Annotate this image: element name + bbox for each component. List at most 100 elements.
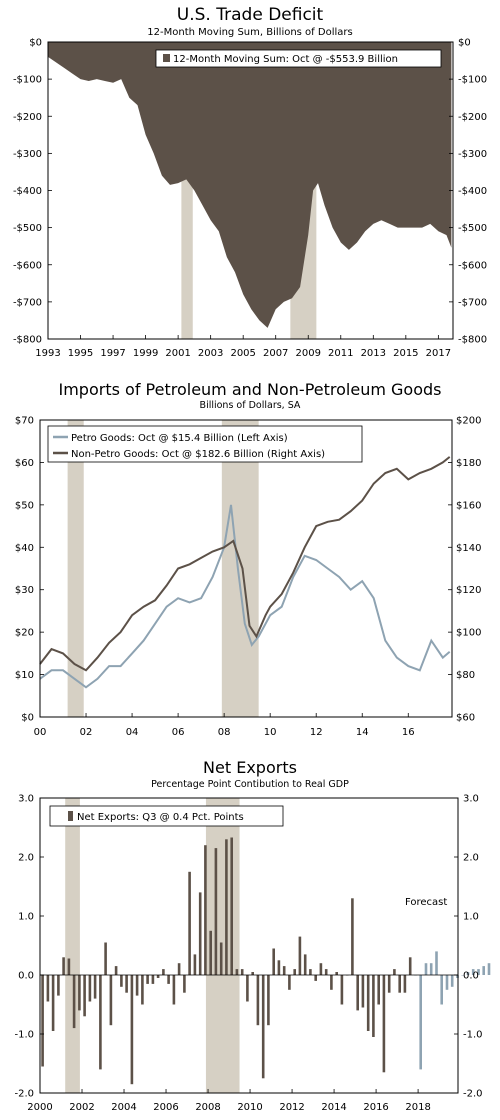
chart3-left-tick-label: 0.0 xyxy=(18,971,34,982)
chart3-right-tick-label: -1.0 xyxy=(463,1030,483,1041)
chart3-bar xyxy=(146,975,149,984)
chart3-bar xyxy=(193,954,197,975)
chart1-left-tick-label: -$400 xyxy=(13,186,42,197)
chart3-right-tick-label: 2.0 xyxy=(463,853,479,864)
chart3-plot-frame xyxy=(39,797,459,1094)
chart3-bar xyxy=(177,963,181,975)
chart3-left-tick-label: -1.0 xyxy=(14,1030,34,1041)
chart3-bar xyxy=(225,839,228,975)
chart3-bar xyxy=(83,975,86,1017)
chart3-bar xyxy=(340,975,344,1005)
chart1-title: U.S. Trade Deficit xyxy=(177,5,324,25)
chart1-right-tick-label: -$700 xyxy=(458,297,487,308)
chart1-x-tick-label: 2011 xyxy=(328,348,353,359)
chart3-bar xyxy=(366,975,370,1031)
chart3-bar xyxy=(67,958,71,975)
chart3-right-tick-label: 3.0 xyxy=(463,794,479,805)
chart2-right-tick-label: $140 xyxy=(456,543,481,554)
chart2-left-axis: $0 $10 $20 $30 $40 $50 $60 $70 xyxy=(15,416,44,724)
chart3-x-tick-label: 2012 xyxy=(279,1102,304,1113)
chart2-right-tick-label: $180 xyxy=(456,458,481,469)
chart1-x-tick-label: 2009 xyxy=(296,348,321,359)
chart3-bar xyxy=(62,957,65,975)
chart3-forecast-bar xyxy=(435,951,438,975)
chart3-forecast-bar xyxy=(445,975,449,990)
chart3-forecast-bar xyxy=(419,975,422,1070)
chart3-bar xyxy=(319,963,323,975)
chart2-recession-band xyxy=(221,420,259,717)
chart1-x-axis: 1993 1995 1997 1999 2001 2003 2005 2007 2009 2011… xyxy=(35,335,451,359)
chart3-bar xyxy=(298,936,302,975)
chart3-bar xyxy=(403,975,407,993)
trade-deficit-chart: U.S. Trade Deficit 12-Month Moving Sum, … xyxy=(13,5,487,359)
chart2-recession-band xyxy=(67,420,84,717)
chart3-bar xyxy=(109,975,113,1026)
chart1-right-tick-label: -$500 xyxy=(458,223,487,234)
chart1-legend-label: 12-Month Moving Sum: Oct @ -$553.9 Billi… xyxy=(173,54,398,65)
chart3-bar xyxy=(272,948,275,975)
chart2-x-tick-label: 04 xyxy=(126,727,139,738)
chart3-bar xyxy=(151,975,155,984)
chart3-forecast-bar xyxy=(461,975,464,976)
chart3-title: Net Exports xyxy=(203,758,297,777)
chart3-x-tick-label: 2018 xyxy=(405,1102,430,1113)
chart3-bar xyxy=(172,975,176,1005)
chart1-deficit-area xyxy=(48,42,452,328)
chart2-x-tick-label: 14 xyxy=(356,727,369,738)
chart3-left-tick-label: -2.0 xyxy=(14,1089,34,1100)
chart3-bar xyxy=(377,975,380,1005)
chart3-bar xyxy=(141,975,144,1005)
chart2-left-tick-label: $50 xyxy=(15,500,34,511)
chart3-bar xyxy=(93,975,97,999)
chart2-title: Imports of Petroleum and Non-Petroleum G… xyxy=(59,380,442,399)
chart3-forecast-bar xyxy=(450,975,454,987)
chart1-left-axis: $0 -$100 -$200 -$300 -$400 -$500 -$600 -$700 -$8… xyxy=(13,38,52,346)
chart3-bar xyxy=(277,960,281,976)
chart3-bar xyxy=(72,975,76,1029)
chart3-bar xyxy=(104,942,107,975)
chart2-recessions xyxy=(67,420,259,717)
chart3-right-tick-label: 0.0 xyxy=(463,971,479,982)
chart3-bar xyxy=(261,975,265,1079)
chart2-x-tick-label: 10 xyxy=(264,727,277,738)
chart2-right-tick-label: $160 xyxy=(456,500,481,511)
chart2-left-tick-label: $70 xyxy=(15,416,34,427)
chart3-bar xyxy=(251,972,254,975)
chart3-bar xyxy=(351,898,354,975)
chart3-bar xyxy=(314,975,317,981)
chart3-recessions xyxy=(65,798,240,1093)
chart3-x-tick-label: 2004 xyxy=(111,1102,136,1113)
chart3-forecast-bar xyxy=(482,966,485,975)
chart3-x-tick-label: 2006 xyxy=(153,1102,178,1113)
chart3-bar xyxy=(387,975,391,993)
chart1-x-tick-label: 1995 xyxy=(68,348,93,359)
chart3-bar xyxy=(114,966,118,975)
chart3-left-axis: 3.0 2.0 1.0 0.0 -1.0 -2.0 xyxy=(14,794,44,1100)
chart2-subtitle: Billions of Dollars, SA xyxy=(200,400,301,411)
chart3-bar xyxy=(78,975,81,1011)
chart3-forecast-bar xyxy=(466,972,470,975)
chart1-right-tick-label: -$100 xyxy=(458,75,487,86)
chart1-right-tick-label: -$600 xyxy=(458,260,487,271)
chart1-x-tick-label: 2017 xyxy=(426,348,451,359)
chart1-subtitle: 12-Month Moving Sum, Billions of Dollars xyxy=(147,27,352,38)
chart2-nonpetro-line xyxy=(39,456,451,672)
chart3-right-tick-label: 1.0 xyxy=(463,912,479,923)
chart3-bar xyxy=(240,969,244,975)
chart1-x-tick-label: 1999 xyxy=(133,348,158,359)
chart3-recession-band xyxy=(65,798,80,1093)
chart3-bar xyxy=(214,848,218,975)
chart2-x-tick-label: 06 xyxy=(172,727,185,738)
chart2-x-tick-label: 00 xyxy=(34,727,47,738)
chart1-right-tick-label: $0 xyxy=(458,38,471,49)
chart2-right-tick-label: $100 xyxy=(456,628,481,639)
chart3-bar xyxy=(230,837,233,975)
chart3-subtitle: Percentage Point Contibution to Real GDP xyxy=(151,779,349,790)
chart1-left-tick-label: -$500 xyxy=(13,223,42,234)
chart2-petro-line xyxy=(39,504,451,689)
chart3-bar xyxy=(41,975,44,1067)
chart3-bar xyxy=(398,975,401,993)
chart3-bar xyxy=(130,975,134,1085)
chart3-bar xyxy=(99,975,102,1070)
